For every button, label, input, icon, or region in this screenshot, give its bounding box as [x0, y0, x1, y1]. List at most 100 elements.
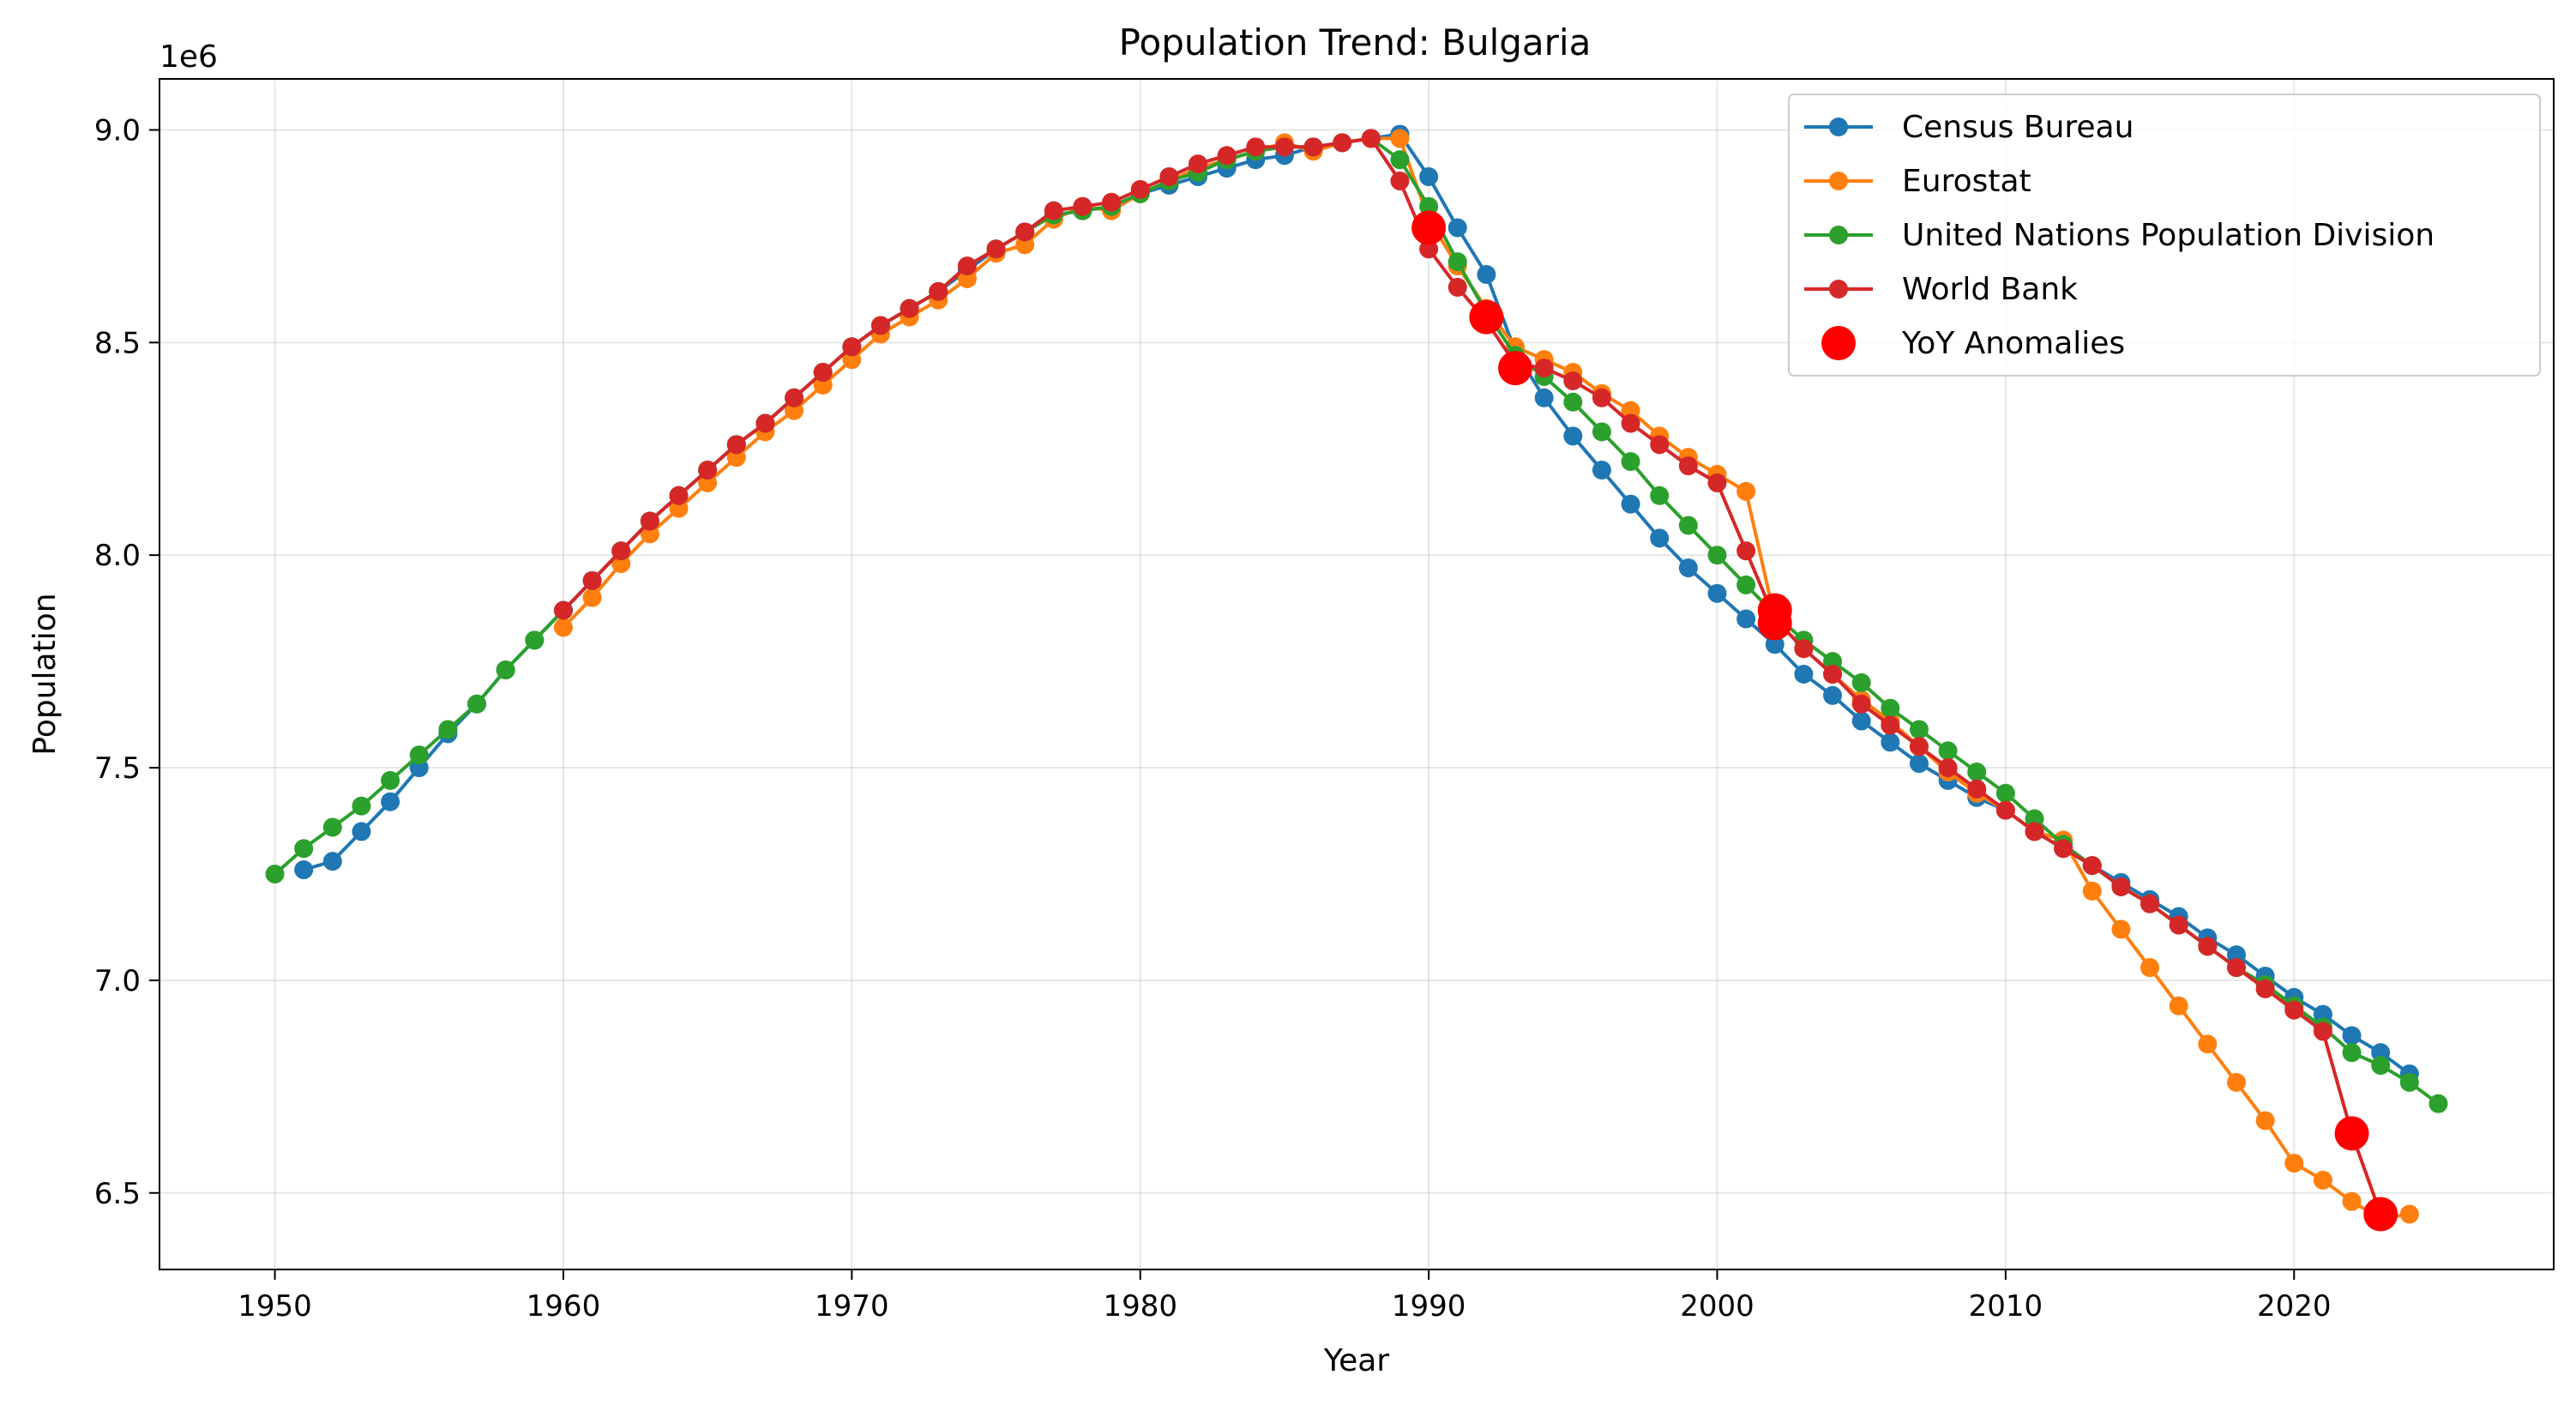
- data-point: [1938, 758, 1958, 778]
- data-point: [611, 541, 631, 561]
- y-tick-label: 7.0: [94, 964, 141, 998]
- data-point: [352, 796, 371, 816]
- y-tick-label: 8.0: [94, 539, 141, 573]
- data-point: [2399, 1204, 2419, 1224]
- data-point: [294, 839, 314, 859]
- anomaly-point: [2334, 1116, 2369, 1151]
- y-tick-label: 8.5: [94, 326, 141, 360]
- data-point: [352, 822, 371, 841]
- data-point: [1130, 179, 1150, 199]
- data-point: [1563, 371, 1583, 390]
- data-point: [1736, 609, 1756, 629]
- data-point: [2429, 1094, 2448, 1113]
- x-tick-label: 2000: [1680, 1289, 1754, 1324]
- data-point: [409, 745, 429, 765]
- legend-item: United Nations Population Division: [1804, 218, 2435, 253]
- x-tick-label: 2020: [2257, 1289, 2332, 1324]
- data-point: [640, 511, 659, 531]
- y-tick-label: 9.0: [94, 113, 141, 148]
- y-tick-label: 7.5: [94, 751, 141, 786]
- legend-marker: [1829, 118, 1848, 136]
- data-point: [1967, 763, 1987, 782]
- data-point: [438, 720, 458, 739]
- x-axis: 1950 1960 1970 1980 1990 2000 2010 2020: [238, 1269, 2332, 1324]
- data-point: [582, 570, 602, 590]
- x-tick-label: 1950: [238, 1289, 312, 1324]
- data-point: [265, 864, 285, 883]
- data-point: [2082, 881, 2102, 901]
- data-point: [2313, 1022, 2332, 1041]
- data-point: [1592, 461, 1611, 480]
- data-point: [1851, 711, 1871, 731]
- data-point: [1563, 392, 1583, 412]
- anomaly-layer: [1411, 210, 2398, 1232]
- data-point: [2140, 894, 2160, 914]
- data-point: [2198, 937, 2218, 956]
- data-point: [1246, 137, 1266, 157]
- legend-label: United Nations Population Division: [1902, 218, 2435, 253]
- data-point: [929, 281, 948, 301]
- data-point: [2198, 1034, 2218, 1054]
- data-point: [1794, 665, 1814, 684]
- data-point: [2284, 1154, 2304, 1173]
- data-point: [2169, 915, 2188, 935]
- chart-title: Population Trend: Bulgaria: [1119, 21, 1592, 63]
- data-point: [2111, 877, 2131, 896]
- data-point: [986, 239, 1006, 259]
- data-point: [1851, 672, 1871, 692]
- data-point: [322, 852, 342, 871]
- data-point: [870, 316, 890, 335]
- data-point: [2342, 1043, 2362, 1063]
- x-tick-label: 1980: [1103, 1289, 1177, 1324]
- data-point: [1967, 779, 1987, 799]
- data-point: [2255, 1111, 2275, 1131]
- data-point: [322, 817, 342, 837]
- series-line: [562, 136, 2383, 1215]
- data-point: [1447, 277, 1467, 297]
- data-point: [2082, 856, 2102, 876]
- data-point: [2342, 1191, 2362, 1211]
- data-point: [1274, 137, 1294, 157]
- data-point: [1650, 528, 1670, 548]
- data-point: [1909, 737, 1929, 757]
- data-point: [1073, 196, 1092, 216]
- legend-item: World Bank: [1804, 272, 2078, 307]
- data-point: [1390, 129, 1410, 148]
- data-point: [2226, 958, 2246, 978]
- data-point: [1390, 171, 1410, 190]
- x-tick-label: 1990: [1392, 1289, 1466, 1324]
- data-point: [957, 256, 977, 276]
- data-point: [842, 337, 862, 357]
- data-point: [2255, 979, 2275, 998]
- data-point: [785, 388, 804, 407]
- data-point: [1015, 222, 1035, 242]
- y-multiplier-label: 1e6: [159, 39, 218, 75]
- data-point: [1881, 715, 1900, 735]
- data-point: [1621, 494, 1640, 514]
- anomaly-point: [1757, 606, 1792, 641]
- y-tick-label: 6.5: [94, 1177, 141, 1211]
- legend-item: Eurostat: [1804, 164, 2031, 199]
- legend-label: YoY Anomalies: [1901, 326, 2125, 361]
- plot-frame: [159, 78, 2555, 1270]
- data-point: [1447, 218, 1467, 238]
- data-point: [1736, 575, 1756, 594]
- anomaly-point: [1498, 351, 1533, 386]
- data-point: [1707, 546, 1727, 565]
- data-point: [726, 435, 746, 455]
- data-point: [1707, 583, 1727, 603]
- data-point: [698, 461, 718, 480]
- legend-label: Census Bureau: [1902, 110, 2134, 145]
- data-point: [2169, 996, 2188, 1016]
- data-point: [1159, 167, 1179, 187]
- anomaly-point: [1469, 299, 1504, 335]
- data-point: [1563, 426, 1583, 446]
- data-point: [553, 618, 573, 637]
- data-point: [1044, 201, 1063, 220]
- data-point: [1621, 452, 1640, 472]
- legend-marker: [1821, 326, 1856, 360]
- data-point: [669, 485, 689, 505]
- data-point: [1650, 485, 1670, 505]
- data-point: [1995, 800, 2015, 820]
